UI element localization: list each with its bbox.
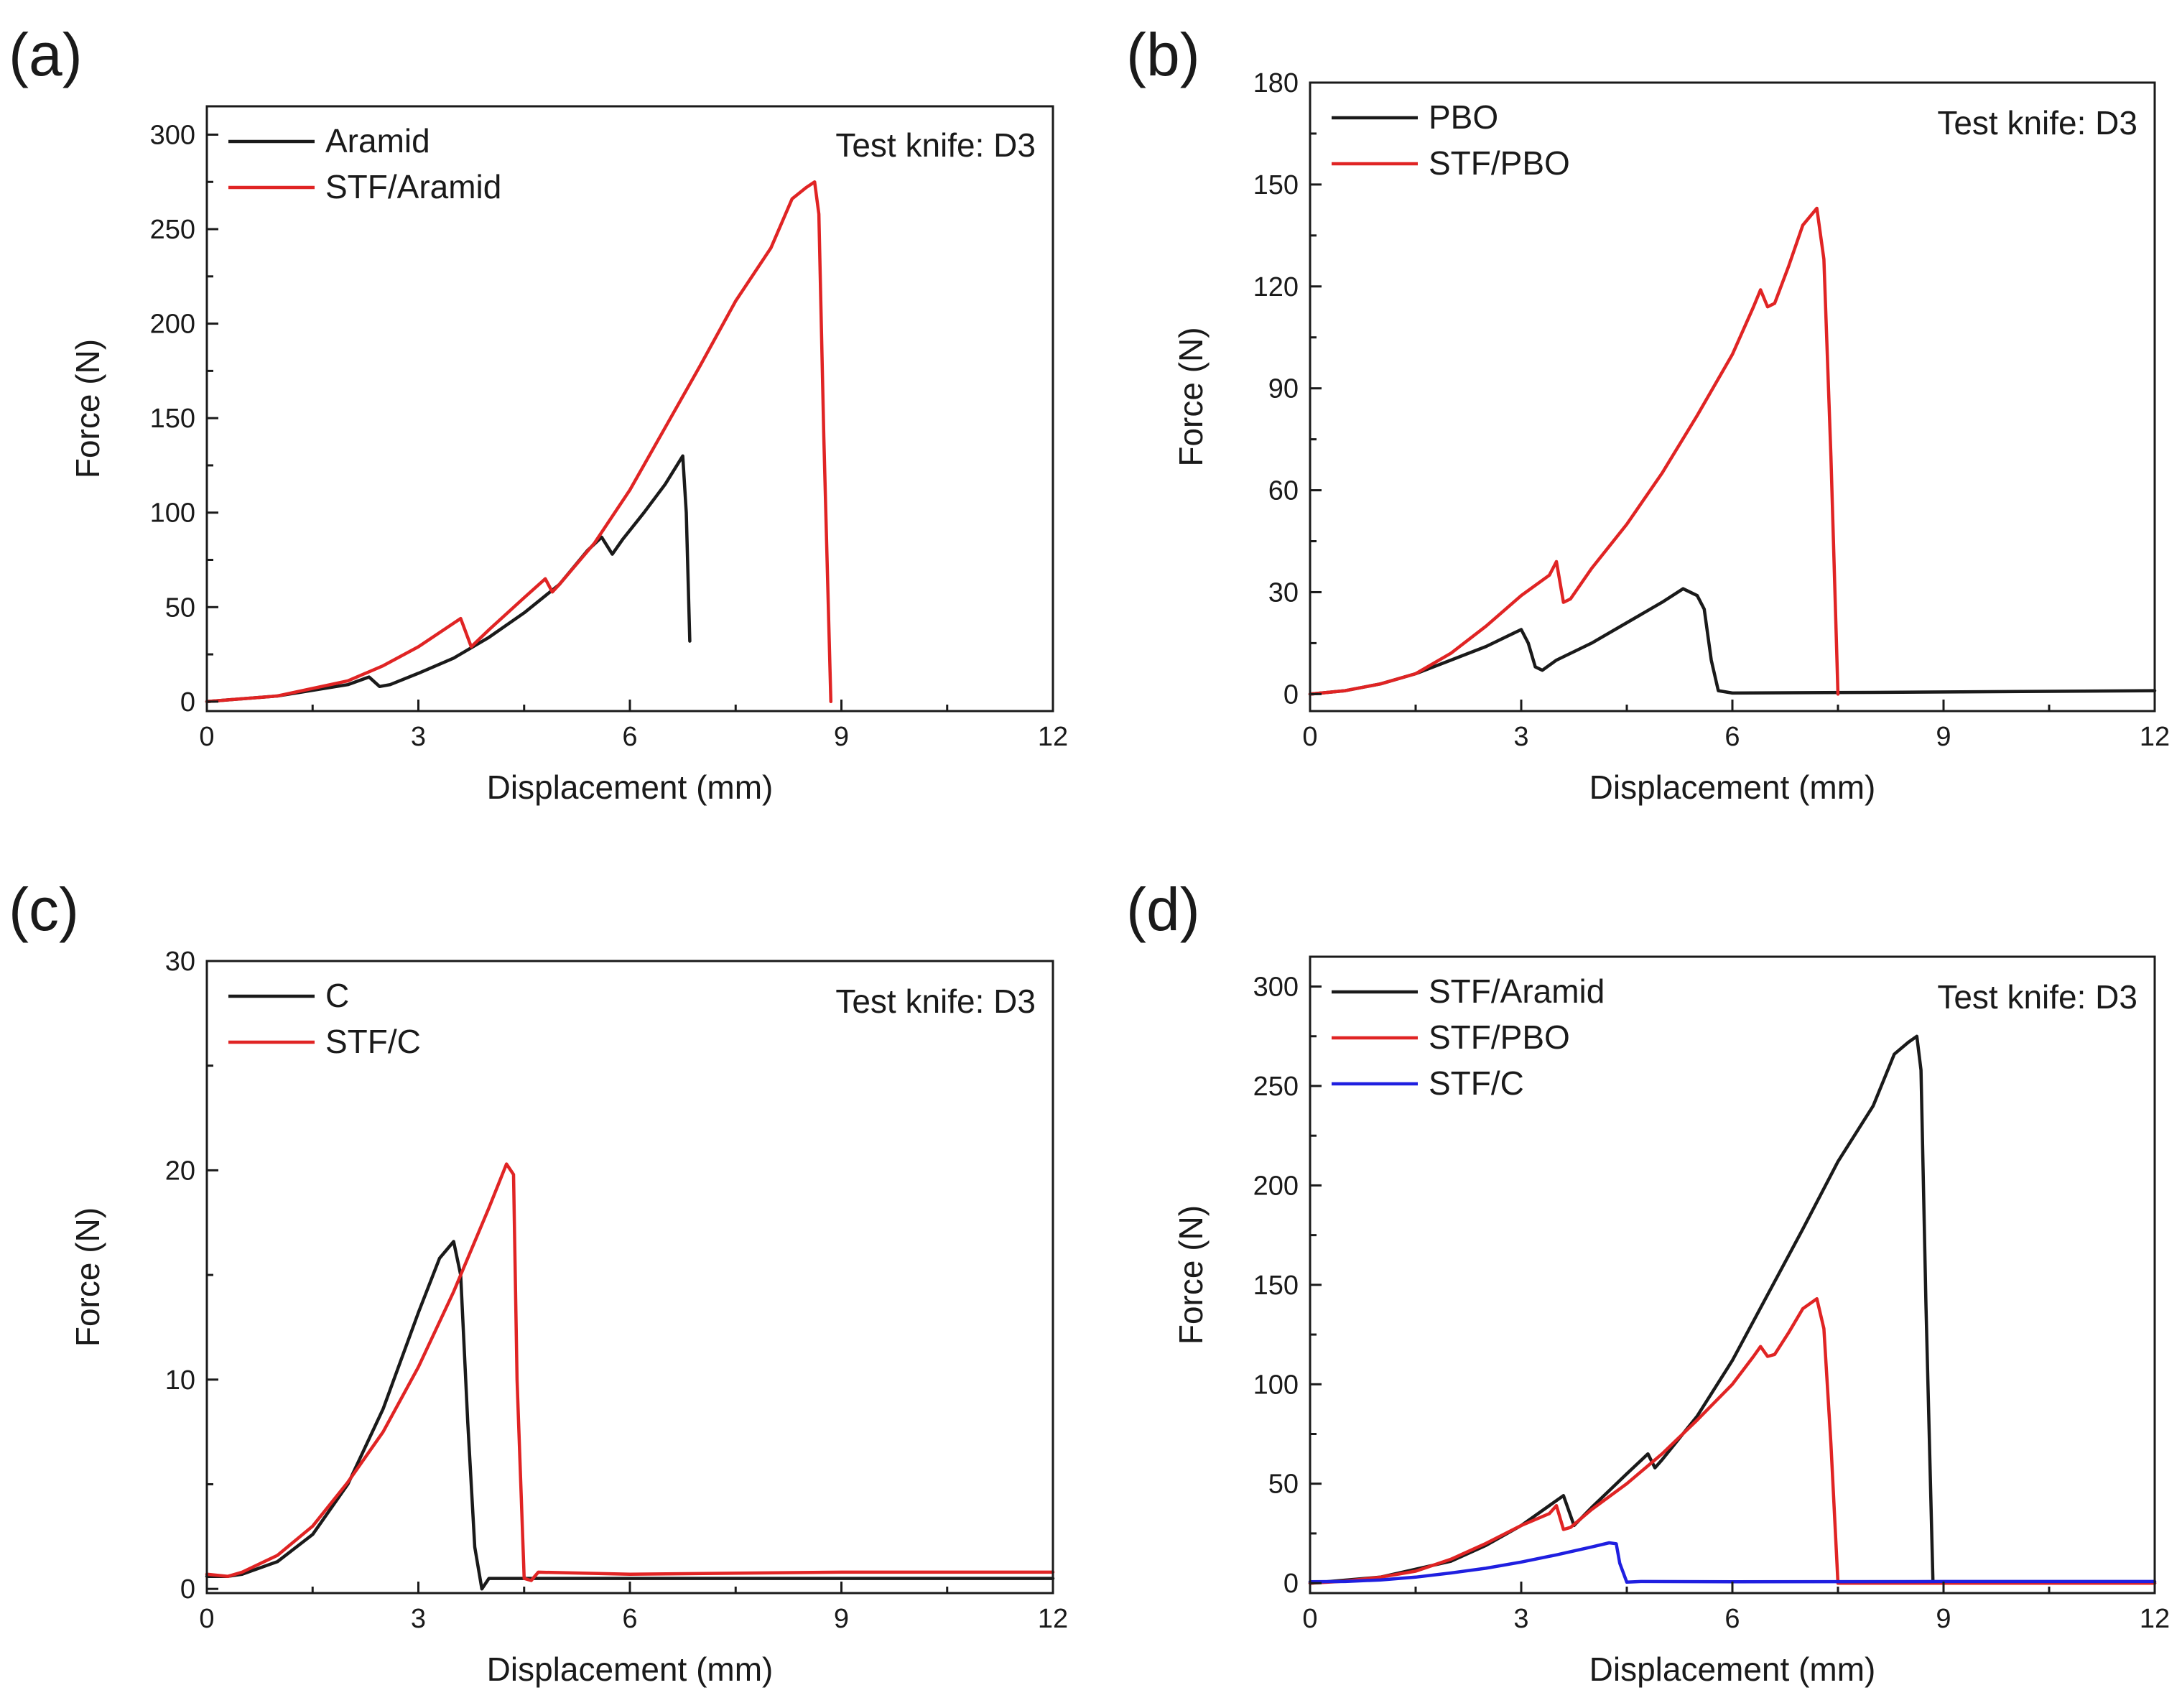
y-tick-label: 50 bbox=[165, 593, 195, 623]
legend-label: STF/PBO bbox=[1429, 144, 1570, 182]
y-tick-label: 120 bbox=[1253, 272, 1299, 302]
y-tick-label: 0 bbox=[180, 1574, 195, 1605]
chart-panel-3: (d) 0 3 6 9 12 0 50 100 150 200 250 300 Displacement … bbox=[1126, 876, 2170, 1688]
y-tick-label: 250 bbox=[150, 215, 195, 245]
x-tick-label: 12 bbox=[2140, 722, 2170, 752]
panel-label: (a) bbox=[9, 21, 83, 88]
y-tick-label: 0 bbox=[1283, 679, 1299, 710]
panel-label: (d) bbox=[1126, 876, 1200, 943]
series-line-pbo bbox=[1308, 587, 2157, 696]
x-tick-label: 3 bbox=[1513, 722, 1528, 752]
x-tick-label: 9 bbox=[834, 722, 849, 752]
y-tick-label: 90 bbox=[1268, 374, 1299, 404]
x-tick-label: 12 bbox=[1038, 1604, 1068, 1634]
y-tick-label: 100 bbox=[150, 498, 195, 529]
y-tick-label: 250 bbox=[1253, 1072, 1299, 1102]
y-tick-label: 10 bbox=[165, 1365, 195, 1396]
x-tick-label: 3 bbox=[411, 1604, 426, 1634]
legend-label: C bbox=[325, 977, 349, 1014]
x-tick-label: 12 bbox=[2140, 1604, 2170, 1634]
legend-label: STF/Aramid bbox=[325, 168, 501, 205]
y-tick-label: 200 bbox=[150, 310, 195, 340]
legend-label: PBO bbox=[1429, 98, 1498, 136]
y-tick-label: 30 bbox=[165, 947, 195, 977]
y-tick-label: 150 bbox=[150, 404, 195, 434]
legend-label: Aramid bbox=[325, 122, 430, 159]
x-tick-label: 6 bbox=[622, 722, 637, 752]
chart-panel-0: (a) 0 3 6 9 12 0 50 100 150 200 250 300 Displacement … bbox=[9, 21, 1068, 806]
x-tick-label: 12 bbox=[1038, 722, 1068, 752]
x-tick-label: 9 bbox=[834, 1604, 849, 1634]
y-tick-label: 60 bbox=[1268, 476, 1299, 506]
x-tick-label: 3 bbox=[411, 722, 426, 752]
series-line-c bbox=[205, 1240, 1055, 1591]
x-tick-label: 9 bbox=[1936, 1604, 1951, 1634]
legend-label: STF/PBO bbox=[1429, 1018, 1570, 1056]
y-axis-title: Force (N) bbox=[1172, 1205, 1210, 1345]
x-axis-title: Displacement (mm) bbox=[487, 769, 774, 806]
y-tick-label: 0 bbox=[1283, 1569, 1299, 1599]
x-tick-label: 6 bbox=[1724, 722, 1740, 752]
y-axis-title: Force (N) bbox=[1172, 327, 1210, 466]
series-line-stf-pbo bbox=[1308, 1296, 2157, 1585]
x-tick-label: 0 bbox=[199, 722, 214, 752]
test-knife-annotation: Test knife: D3 bbox=[835, 983, 1036, 1020]
x-tick-label: 0 bbox=[1302, 1604, 1317, 1634]
y-tick-label: 150 bbox=[1253, 1271, 1299, 1301]
series-line-stf-c bbox=[1308, 1541, 2157, 1584]
series-line-stf-pbo bbox=[1308, 206, 1840, 696]
y-tick-label: 300 bbox=[1253, 973, 1299, 1003]
y-axis-title: Force (N) bbox=[69, 1207, 106, 1347]
panel-label: (c) bbox=[9, 876, 79, 943]
y-tick-label: 180 bbox=[1253, 68, 1299, 98]
test-knife-annotation: Test knife: D3 bbox=[835, 126, 1036, 164]
series-line-stf-aramid bbox=[205, 180, 833, 704]
x-tick-label: 3 bbox=[1513, 1604, 1528, 1634]
x-tick-label: 6 bbox=[1724, 1604, 1740, 1634]
y-tick-label: 20 bbox=[165, 1156, 195, 1186]
x-tick-label: 0 bbox=[1302, 722, 1317, 752]
series-line-aramid bbox=[205, 454, 692, 704]
x-axis-title: Displacement (mm) bbox=[1589, 1651, 1876, 1688]
y-tick-label: 300 bbox=[150, 120, 195, 150]
x-axis-title: Displacement (mm) bbox=[1589, 769, 1876, 806]
y-tick-label: 0 bbox=[180, 687, 195, 718]
x-tick-label: 6 bbox=[622, 1604, 637, 1634]
test-knife-annotation: Test knife: D3 bbox=[1937, 104, 2137, 141]
panel-label: (b) bbox=[1126, 21, 1200, 88]
y-axis-title: Force (N) bbox=[69, 339, 106, 478]
y-tick-label: 30 bbox=[1268, 577, 1299, 608]
x-axis-title: Displacement (mm) bbox=[487, 1651, 774, 1688]
legend-label: STF/C bbox=[325, 1023, 421, 1060]
x-tick-label: 9 bbox=[1936, 722, 1951, 752]
y-tick-label: 100 bbox=[1253, 1370, 1299, 1400]
x-tick-label: 0 bbox=[199, 1604, 214, 1634]
test-knife-annotation: Test knife: D3 bbox=[1937, 978, 2137, 1016]
chart-panel-2: (c) 0 3 6 9 12 0 10 20 30 Displacement (mm) Force (… bbox=[9, 876, 1068, 1688]
y-tick-label: 150 bbox=[1253, 170, 1299, 200]
y-tick-label: 50 bbox=[1268, 1470, 1299, 1500]
legend-label: STF/Aramid bbox=[1429, 973, 1605, 1010]
y-tick-label: 200 bbox=[1253, 1171, 1299, 1201]
legend-label: STF/C bbox=[1429, 1064, 1524, 1102]
series-line-stf-c bbox=[205, 1162, 1055, 1582]
